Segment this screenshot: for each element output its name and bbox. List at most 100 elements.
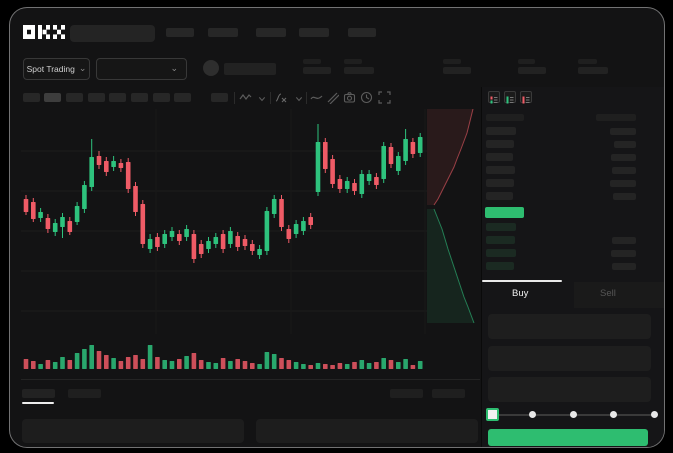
volume-bar (220, 358, 226, 369)
bottom-tab-active[interactable] (22, 389, 55, 398)
toolbar-divider (306, 92, 307, 104)
volume-bar (31, 361, 36, 369)
timeframe-chip-active[interactable] (44, 93, 61, 102)
orderbook-amount-placeholder (611, 153, 636, 161)
orderbook-row[interactable] (486, 166, 636, 174)
volume-bar (45, 360, 51, 369)
orderbook-row[interactable] (486, 223, 636, 231)
candlestick-chart[interactable] (21, 109, 427, 334)
market-type-dropdown[interactable]: Spot Trading ⌄ (23, 58, 90, 80)
slider-handle[interactable] (486, 408, 499, 421)
price-field[interactable] (488, 314, 651, 339)
timeframe-chip[interactable] (131, 93, 148, 102)
fullscreen-icon[interactable] (378, 91, 391, 104)
app-window: Spot Trading ⌄ ⌄ (9, 7, 665, 448)
nav-item-placeholder[interactable] (166, 28, 194, 37)
orderbook-price-placeholder (486, 179, 514, 187)
orderbook-row[interactable] (486, 262, 636, 270)
orderbook-row[interactable] (486, 236, 636, 244)
total-field[interactable] (488, 377, 651, 402)
slider-stop[interactable] (610, 411, 617, 418)
nav-item-placeholder[interactable] (299, 28, 329, 37)
tab-buy[interactable]: Buy (512, 288, 529, 299)
indicators-icon[interactable] (274, 91, 287, 104)
candle-body (286, 229, 292, 239)
volume-bar (323, 364, 328, 369)
volume-bar (60, 357, 65, 369)
bottom-tab[interactable] (68, 389, 101, 398)
orderbook-row[interactable] (486, 249, 636, 257)
timeframe-chip[interactable] (174, 93, 191, 102)
volume-bar (147, 345, 153, 369)
slider-stop[interactable] (569, 411, 577, 418)
candle-body (133, 186, 138, 212)
volume-bar (228, 361, 233, 369)
candle-body (403, 139, 408, 161)
slider-stop[interactable] (650, 411, 658, 418)
candle-body (177, 234, 182, 241)
slider-stop[interactable] (529, 411, 536, 418)
volume-bar (417, 361, 423, 369)
orderbook-price-placeholder (486, 223, 516, 231)
candle-body (293, 224, 299, 234)
timeframe-chip[interactable] (211, 93, 228, 102)
candle-body (330, 159, 335, 184)
orderbook-bids-icon[interactable] (504, 91, 516, 104)
chevron-down-icon[interactable] (257, 92, 267, 105)
candle-body (104, 161, 109, 172)
volume-bar (286, 360, 292, 369)
volume-bar (410, 365, 416, 369)
candle-body (118, 163, 124, 168)
orderbook-amount-placeholder (612, 262, 636, 270)
bottom-action-placeholder[interactable] (432, 389, 465, 398)
amount-slider[interactable] (486, 408, 658, 421)
chevron-down-icon: ⌄ (170, 62, 178, 73)
orderbook-row[interactable] (486, 153, 636, 161)
history-clock-icon[interactable] (360, 91, 373, 104)
candle-body (38, 212, 43, 218)
candle-body (23, 199, 29, 212)
last-price-badge[interactable] (485, 207, 524, 218)
chevron-down-icon[interactable] (294, 92, 304, 105)
volume-bar (133, 355, 138, 369)
orderbook-bids (486, 223, 636, 275)
orderbook-amount-placeholder (612, 166, 636, 174)
orderbook-asks-icon[interactable] (520, 91, 532, 104)
orderbook-row[interactable] (486, 140, 636, 148)
volume-bar (396, 362, 401, 369)
nav-item-placeholder[interactable] (208, 28, 238, 37)
tab-sell[interactable]: Sell (600, 288, 616, 299)
timeframe-chip[interactable] (23, 93, 40, 102)
candle-body (257, 249, 262, 255)
volume-bar (82, 349, 87, 369)
timeframe-chip[interactable] (153, 93, 170, 102)
draw-tool-icon[interactable] (326, 91, 339, 104)
orderbook-all-icon[interactable] (488, 91, 500, 104)
candle-body (213, 237, 219, 244)
camera-icon[interactable] (343, 91, 356, 104)
amount-field[interactable] (488, 346, 651, 371)
okx-logo[interactable] (23, 24, 65, 40)
timeframe-chip[interactable] (88, 93, 105, 102)
volume-bar (366, 363, 372, 369)
orderbook-row[interactable] (486, 192, 636, 200)
timeframe-chip[interactable] (109, 93, 126, 102)
bottom-action-placeholder[interactable] (390, 389, 423, 398)
volume-bar (374, 362, 379, 369)
nav-item-placeholder[interactable] (348, 28, 376, 37)
orderbook-price-placeholder (486, 127, 516, 135)
timeframe-chip[interactable] (66, 93, 83, 102)
volume-bar (162, 360, 167, 369)
search-input[interactable] (70, 25, 155, 42)
candle-style-icon[interactable] (239, 91, 252, 104)
orderbook-row[interactable] (486, 179, 636, 187)
orderbook-amount-placeholder (613, 192, 636, 200)
candle-body (337, 179, 343, 189)
candle-body (74, 206, 80, 222)
pair-dropdown[interactable]: ⌄ (96, 58, 187, 80)
orderbook-row[interactable] (486, 127, 636, 135)
candle-body (381, 146, 386, 179)
nav-item-placeholder[interactable] (256, 28, 286, 37)
compare-line-icon[interactable] (310, 91, 323, 104)
buy-submit-button[interactable] (488, 429, 648, 446)
